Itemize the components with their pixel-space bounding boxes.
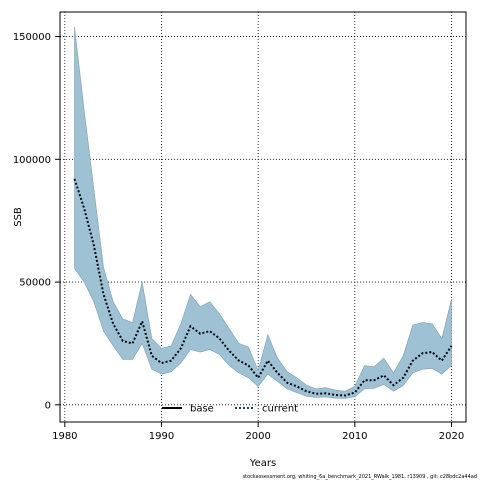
y-axis-title: SSB: [13, 207, 24, 227]
x-tick-label-1990: 1990: [149, 431, 174, 442]
legend: base current: [162, 404, 298, 415]
x-tick-label-2020: 2020: [439, 431, 464, 442]
current-series-line: [73, 178, 453, 397]
confidence-band: [74, 26, 452, 399]
x-axis-title: Years: [249, 458, 276, 469]
x-tick-label-2000: 2000: [245, 431, 270, 442]
y-tick-label-100000: 100000: [13, 155, 51, 166]
footer-note: stockassessment.org, whiting_6a_benchmar…: [242, 474, 477, 480]
legend-current-label: current: [262, 404, 298, 415]
legend-base-label: base: [190, 404, 214, 415]
y-axis: 0 50000 100000 150000: [13, 32, 60, 411]
x-axis: 1980 1990 2000 2010 2020: [52, 422, 464, 442]
y-tick-label-50000: 50000: [19, 278, 51, 289]
y-tick-label-150000: 150000: [13, 32, 51, 43]
grid-lines: [60, 12, 466, 422]
x-tick-label-2010: 2010: [342, 431, 367, 442]
x-tick-label-1980: 1980: [52, 431, 77, 442]
y-tick-label-0: 0: [45, 400, 51, 411]
plot-frame: [59, 11, 467, 423]
